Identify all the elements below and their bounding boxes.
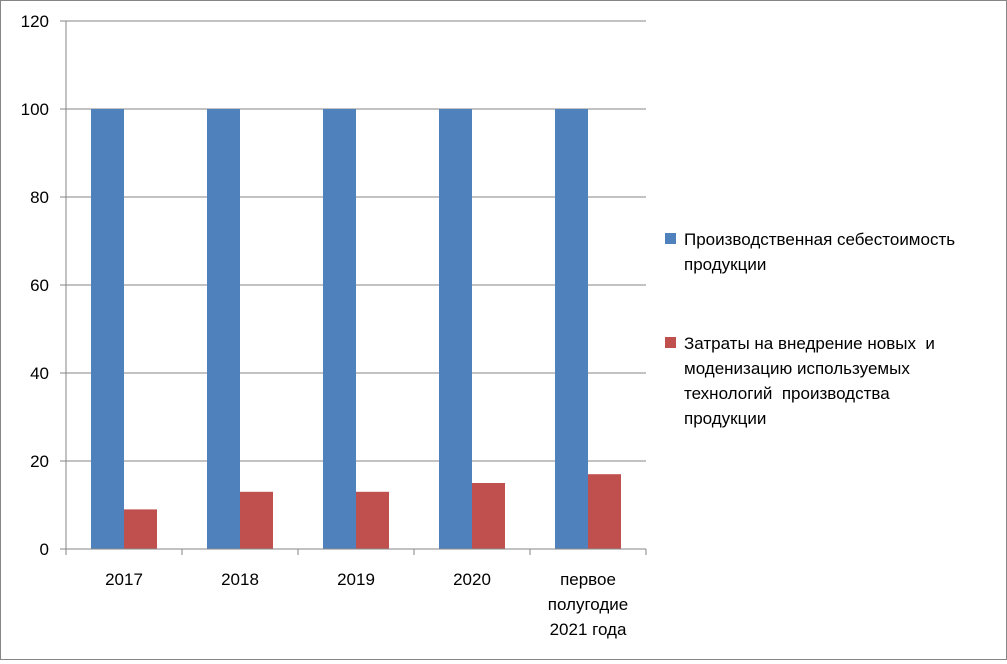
bar-series-1-5	[555, 109, 588, 549]
x-tick-label: 2019	[337, 570, 375, 589]
x-tick-label: полугодие	[548, 595, 628, 614]
legend-item-series-1: Производственная себестоимость продукции	[665, 227, 1005, 277]
x-tick-label: 2021 года	[550, 620, 627, 639]
y-tick-label: 100	[21, 100, 49, 119]
bar-series-2-1	[124, 509, 157, 549]
y-tick-label: 80	[30, 188, 49, 207]
bar-series-1-1	[91, 109, 124, 549]
y-tick-label: 0	[40, 540, 49, 559]
y-tick-label: 40	[30, 364, 49, 383]
legend-swatch-series-2	[665, 337, 676, 348]
y-tick-label: 20	[30, 452, 49, 471]
bar-series-2-5	[588, 474, 621, 549]
x-tick-label: 2017	[105, 570, 143, 589]
bar-series-2-2	[240, 491, 273, 549]
x-tick-label: 2018	[221, 570, 259, 589]
x-tick-label: 2020	[453, 570, 491, 589]
legend: Производственная себестоимость продукции…	[665, 227, 1005, 431]
y-tick-label: 60	[30, 276, 49, 295]
bar-series-2-4	[472, 483, 505, 549]
x-tick-label: первое	[560, 570, 616, 589]
legend-swatch-series-1	[665, 233, 676, 244]
bar-series-2-3	[356, 491, 389, 549]
legend-label-series-1: Производственная себестоимость продукции	[684, 230, 956, 274]
bar-series-1-2	[207, 109, 240, 549]
bar-series-1-4	[439, 109, 472, 549]
legend-item-series-2: Затраты на внедрение новых и моденизацию…	[665, 331, 1005, 431]
y-tick-label: 120	[21, 12, 49, 31]
bar-series-1-3	[323, 109, 356, 549]
legend-label-series-2: Затраты на внедрение новых и моденизацию…	[684, 334, 935, 428]
